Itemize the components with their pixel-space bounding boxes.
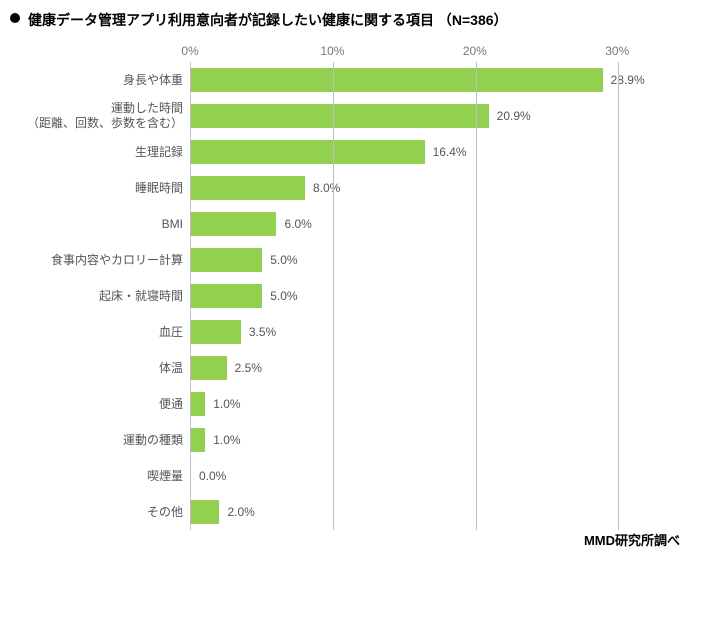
bar-row: 喫煙量0.0%: [191, 458, 660, 494]
category-label: 身長や体重: [8, 73, 183, 88]
bar-value-label: 8.0%: [313, 181, 340, 195]
bullet-icon: [10, 13, 20, 23]
plot-area: 身長や体重28.9%運動した時間 （距離、回数、歩数を含む）20.9%生理記録1…: [190, 62, 660, 530]
gridline: [333, 62, 334, 530]
bar: [191, 356, 227, 380]
category-label: 体温: [8, 361, 183, 376]
bar: [191, 212, 276, 236]
x-tick-label: 30%: [605, 44, 629, 58]
bar-row: 睡眠時間8.0%: [191, 170, 660, 206]
x-tick-label: 10%: [320, 44, 344, 58]
gridline: [476, 62, 477, 530]
bar-value-label: 16.4%: [433, 145, 467, 159]
bar: [191, 176, 305, 200]
bar: [191, 104, 489, 128]
bar: [191, 500, 219, 524]
bar-row: 運動した時間 （距離、回数、歩数を含む）20.9%: [191, 98, 660, 134]
chart-footer: MMD研究所調べ: [10, 530, 684, 549]
x-axis-labels: 0%10%20%30%: [190, 44, 660, 62]
chart-title: 健康データ管理アプリ利用意向者が記録したい健康に関する項目 （N=386）: [28, 10, 508, 30]
bar-row: BMI6.0%: [191, 206, 660, 242]
gridline: [618, 62, 619, 530]
bar-value-label: 20.9%: [497, 109, 531, 123]
bar-value-label: 1.0%: [213, 397, 240, 411]
bar-value-label: 28.9%: [611, 73, 645, 87]
bar-value-label: 0.0%: [199, 469, 226, 483]
category-label: 喫煙量: [8, 469, 183, 484]
bar-row: 身長や体重28.9%: [191, 62, 660, 98]
bar-value-label: 5.0%: [270, 253, 297, 267]
category-label: 血圧: [8, 325, 183, 340]
category-label: 睡眠時間: [8, 181, 183, 196]
category-label: 運動した時間 （距離、回数、歩数を含む）: [8, 101, 183, 131]
bar-value-label: 2.0%: [227, 505, 254, 519]
bar-row: 起床・就寝時間5.0%: [191, 278, 660, 314]
bar: [191, 140, 425, 164]
category-label: 起床・就寝時間: [8, 289, 183, 304]
bar-row: 血圧3.5%: [191, 314, 660, 350]
bar: [191, 68, 603, 92]
bar-value-label: 3.5%: [249, 325, 276, 339]
chart-title-row: 健康データ管理アプリ利用意向者が記録したい健康に関する項目 （N=386）: [10, 10, 684, 30]
bar-row: 生理記録16.4%: [191, 134, 660, 170]
bar-row: その他2.0%: [191, 494, 660, 530]
bar-row: 運動の種類1.0%: [191, 422, 660, 458]
bar-rows: 身長や体重28.9%運動した時間 （距離、回数、歩数を含む）20.9%生理記録1…: [191, 62, 660, 530]
bar: [191, 428, 205, 452]
x-tick-label: 20%: [463, 44, 487, 58]
bar: [191, 284, 262, 308]
bar-value-label: 6.0%: [284, 217, 311, 231]
category-label: 便通: [8, 397, 183, 412]
bar: [191, 392, 205, 416]
category-label: BMI: [8, 217, 183, 232]
category-label: 食事内容やカロリー計算: [8, 253, 183, 268]
category-label: 生理記録: [8, 145, 183, 160]
bar: [191, 320, 241, 344]
bar-row: 食事内容やカロリー計算5.0%: [191, 242, 660, 278]
bar-row: 便通1.0%: [191, 386, 660, 422]
x-tick-label: 0%: [181, 44, 198, 58]
bar: [191, 248, 262, 272]
bar-row: 体温2.5%: [191, 350, 660, 386]
chart-container: 0%10%20%30% 身長や体重28.9%運動した時間 （距離、回数、歩数を含…: [10, 44, 684, 530]
category-label: その他: [8, 505, 183, 520]
bar-value-label: 5.0%: [270, 289, 297, 303]
bar-value-label: 1.0%: [213, 433, 240, 447]
bar-value-label: 2.5%: [235, 361, 262, 375]
category-label: 運動の種類: [8, 433, 183, 448]
